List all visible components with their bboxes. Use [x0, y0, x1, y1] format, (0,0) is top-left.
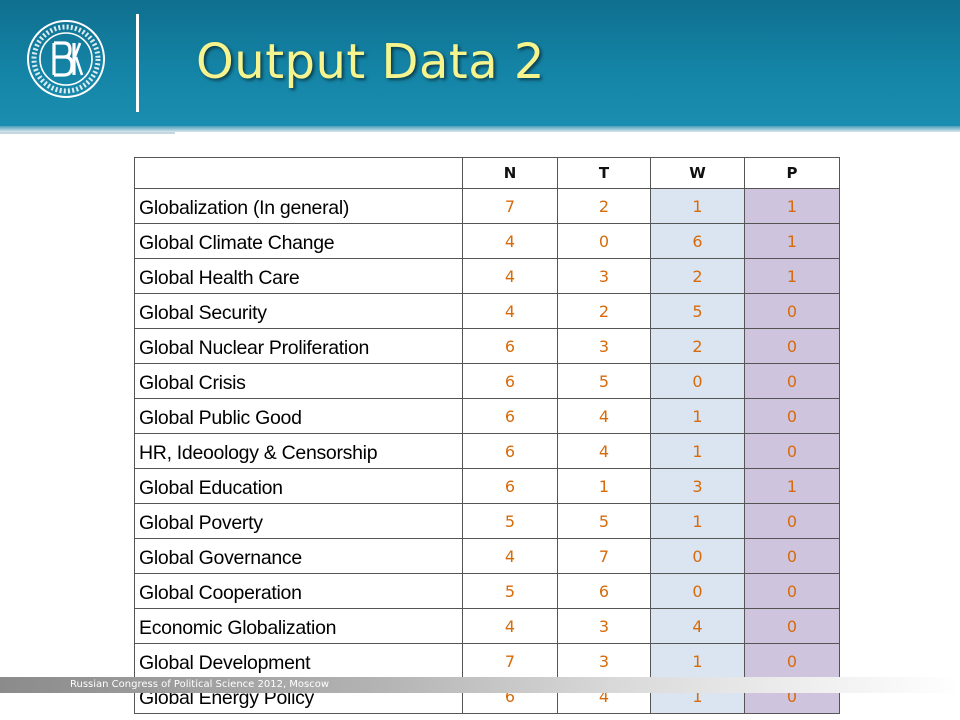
table-row: Globalization (In general) 7 2 1 1 [134, 188, 840, 224]
output-data-table: N T W P Globalization (In general) 7 2 1… [134, 157, 840, 714]
row-label: Global Education [134, 468, 463, 504]
table-row: Global Security 4 2 5 0 [134, 293, 840, 329]
table-header-row: N T W P [134, 157, 840, 189]
row-label: Global Nuclear Proliferation [134, 328, 463, 364]
table-row: Global Education 6 1 3 1 [134, 468, 840, 504]
cell-w: 1 [650, 503, 745, 539]
column-header-p: P [744, 157, 840, 189]
header-shadow [0, 132, 175, 134]
cell-p: 1 [744, 188, 840, 224]
row-label: Global Public Good [134, 398, 463, 434]
cell-p: 1 [744, 258, 840, 294]
cell-w: 6 [650, 223, 745, 259]
cell-w: 4 [650, 608, 745, 644]
cell-n: 4 [462, 258, 558, 294]
row-label: Global Health Care [134, 258, 463, 294]
cell-p: 0 [744, 328, 840, 364]
cell-p: 0 [744, 433, 840, 469]
table-row: Global Governance 4 7 0 0 [134, 538, 840, 574]
cell-w: 2 [650, 258, 745, 294]
cell-t: 3 [557, 258, 651, 294]
cell-t: 2 [557, 188, 651, 224]
footer-bar [0, 677, 960, 693]
cell-p: 0 [744, 608, 840, 644]
cell-p: 0 [744, 293, 840, 329]
cell-w: 1 [650, 188, 745, 224]
cell-n: 4 [462, 223, 558, 259]
row-label: Global Cooperation [134, 573, 463, 609]
cell-w: 1 [650, 398, 745, 434]
cell-t: 5 [557, 503, 651, 539]
cell-n: 7 [462, 643, 558, 679]
cell-n: 6 [462, 433, 558, 469]
table-row: Global Development 7 3 1 0 [134, 643, 840, 679]
cell-t: 0 [557, 223, 651, 259]
row-label: Global Climate Change [134, 223, 463, 259]
university-seal-icon [27, 20, 105, 98]
table-row: Global Nuclear Proliferation 6 3 2 0 [134, 328, 840, 364]
cell-t: 3 [557, 328, 651, 364]
cell-n: 6 [462, 363, 558, 399]
cell-t: 2 [557, 293, 651, 329]
table-row: HR, Ideoology & Censorship 6 4 1 0 [134, 433, 840, 469]
cell-n: 5 [462, 503, 558, 539]
table-row: Global Cooperation 5 6 0 0 [134, 573, 840, 609]
cell-w: 0 [650, 363, 745, 399]
cell-t: 7 [557, 538, 651, 574]
row-label: Globalization (In general) [134, 188, 463, 224]
cell-p: 0 [744, 398, 840, 434]
cell-p: 0 [744, 363, 840, 399]
cell-n: 6 [462, 468, 558, 504]
footer-text: Russian Congress of Political Science 20… [70, 679, 330, 690]
cell-w: 0 [650, 538, 745, 574]
cell-p: 0 [744, 538, 840, 574]
header-divider [136, 14, 139, 112]
cell-w: 0 [650, 573, 745, 609]
cell-w: 1 [650, 433, 745, 469]
row-label: Global Poverty [134, 503, 463, 539]
cell-w: 1 [650, 643, 745, 679]
cell-w: 5 [650, 293, 745, 329]
column-header-n: N [462, 157, 558, 189]
row-label: Global Development [134, 643, 463, 679]
row-label: Economic Globalization [134, 608, 463, 644]
cell-w: 3 [650, 468, 745, 504]
row-label: Global Crisis [134, 363, 463, 399]
column-header-w: W [650, 157, 745, 189]
header-corner [134, 157, 463, 189]
cell-p: 1 [744, 223, 840, 259]
table-row: Global Poverty 5 5 1 0 [134, 503, 840, 539]
table-row: Global Crisis 6 5 0 0 [134, 363, 840, 399]
table-row: Global Climate Change 4 0 6 1 [134, 223, 840, 259]
slide-header [0, 0, 960, 128]
cell-t: 4 [557, 398, 651, 434]
cell-t: 1 [557, 468, 651, 504]
cell-n: 6 [462, 398, 558, 434]
header-rule [0, 126, 960, 132]
cell-n: 6 [462, 328, 558, 364]
row-label: HR, Ideoology & Censorship [134, 433, 463, 469]
cell-n: 4 [462, 608, 558, 644]
cell-n: 7 [462, 188, 558, 224]
cell-t: 4 [557, 433, 651, 469]
table-row: Economic Globalization 4 3 4 0 [134, 608, 840, 644]
row-label: Global Governance [134, 538, 463, 574]
cell-t: 3 [557, 643, 651, 679]
cell-w: 2 [650, 328, 745, 364]
cell-t: 6 [557, 573, 651, 609]
cell-t: 5 [557, 363, 651, 399]
table-row: Global Public Good 6 4 1 0 [134, 398, 840, 434]
slide-title: Output Data 2 [196, 34, 545, 90]
cell-p: 1 [744, 468, 840, 504]
cell-t: 3 [557, 608, 651, 644]
cell-p: 0 [744, 573, 840, 609]
cell-n: 4 [462, 538, 558, 574]
cell-n: 5 [462, 573, 558, 609]
cell-n: 4 [462, 293, 558, 329]
column-header-t: T [557, 157, 651, 189]
table-row: Global Health Care 4 3 2 1 [134, 258, 840, 294]
cell-p: 0 [744, 643, 840, 679]
cell-p: 0 [744, 503, 840, 539]
row-label: Global Security [134, 293, 463, 329]
